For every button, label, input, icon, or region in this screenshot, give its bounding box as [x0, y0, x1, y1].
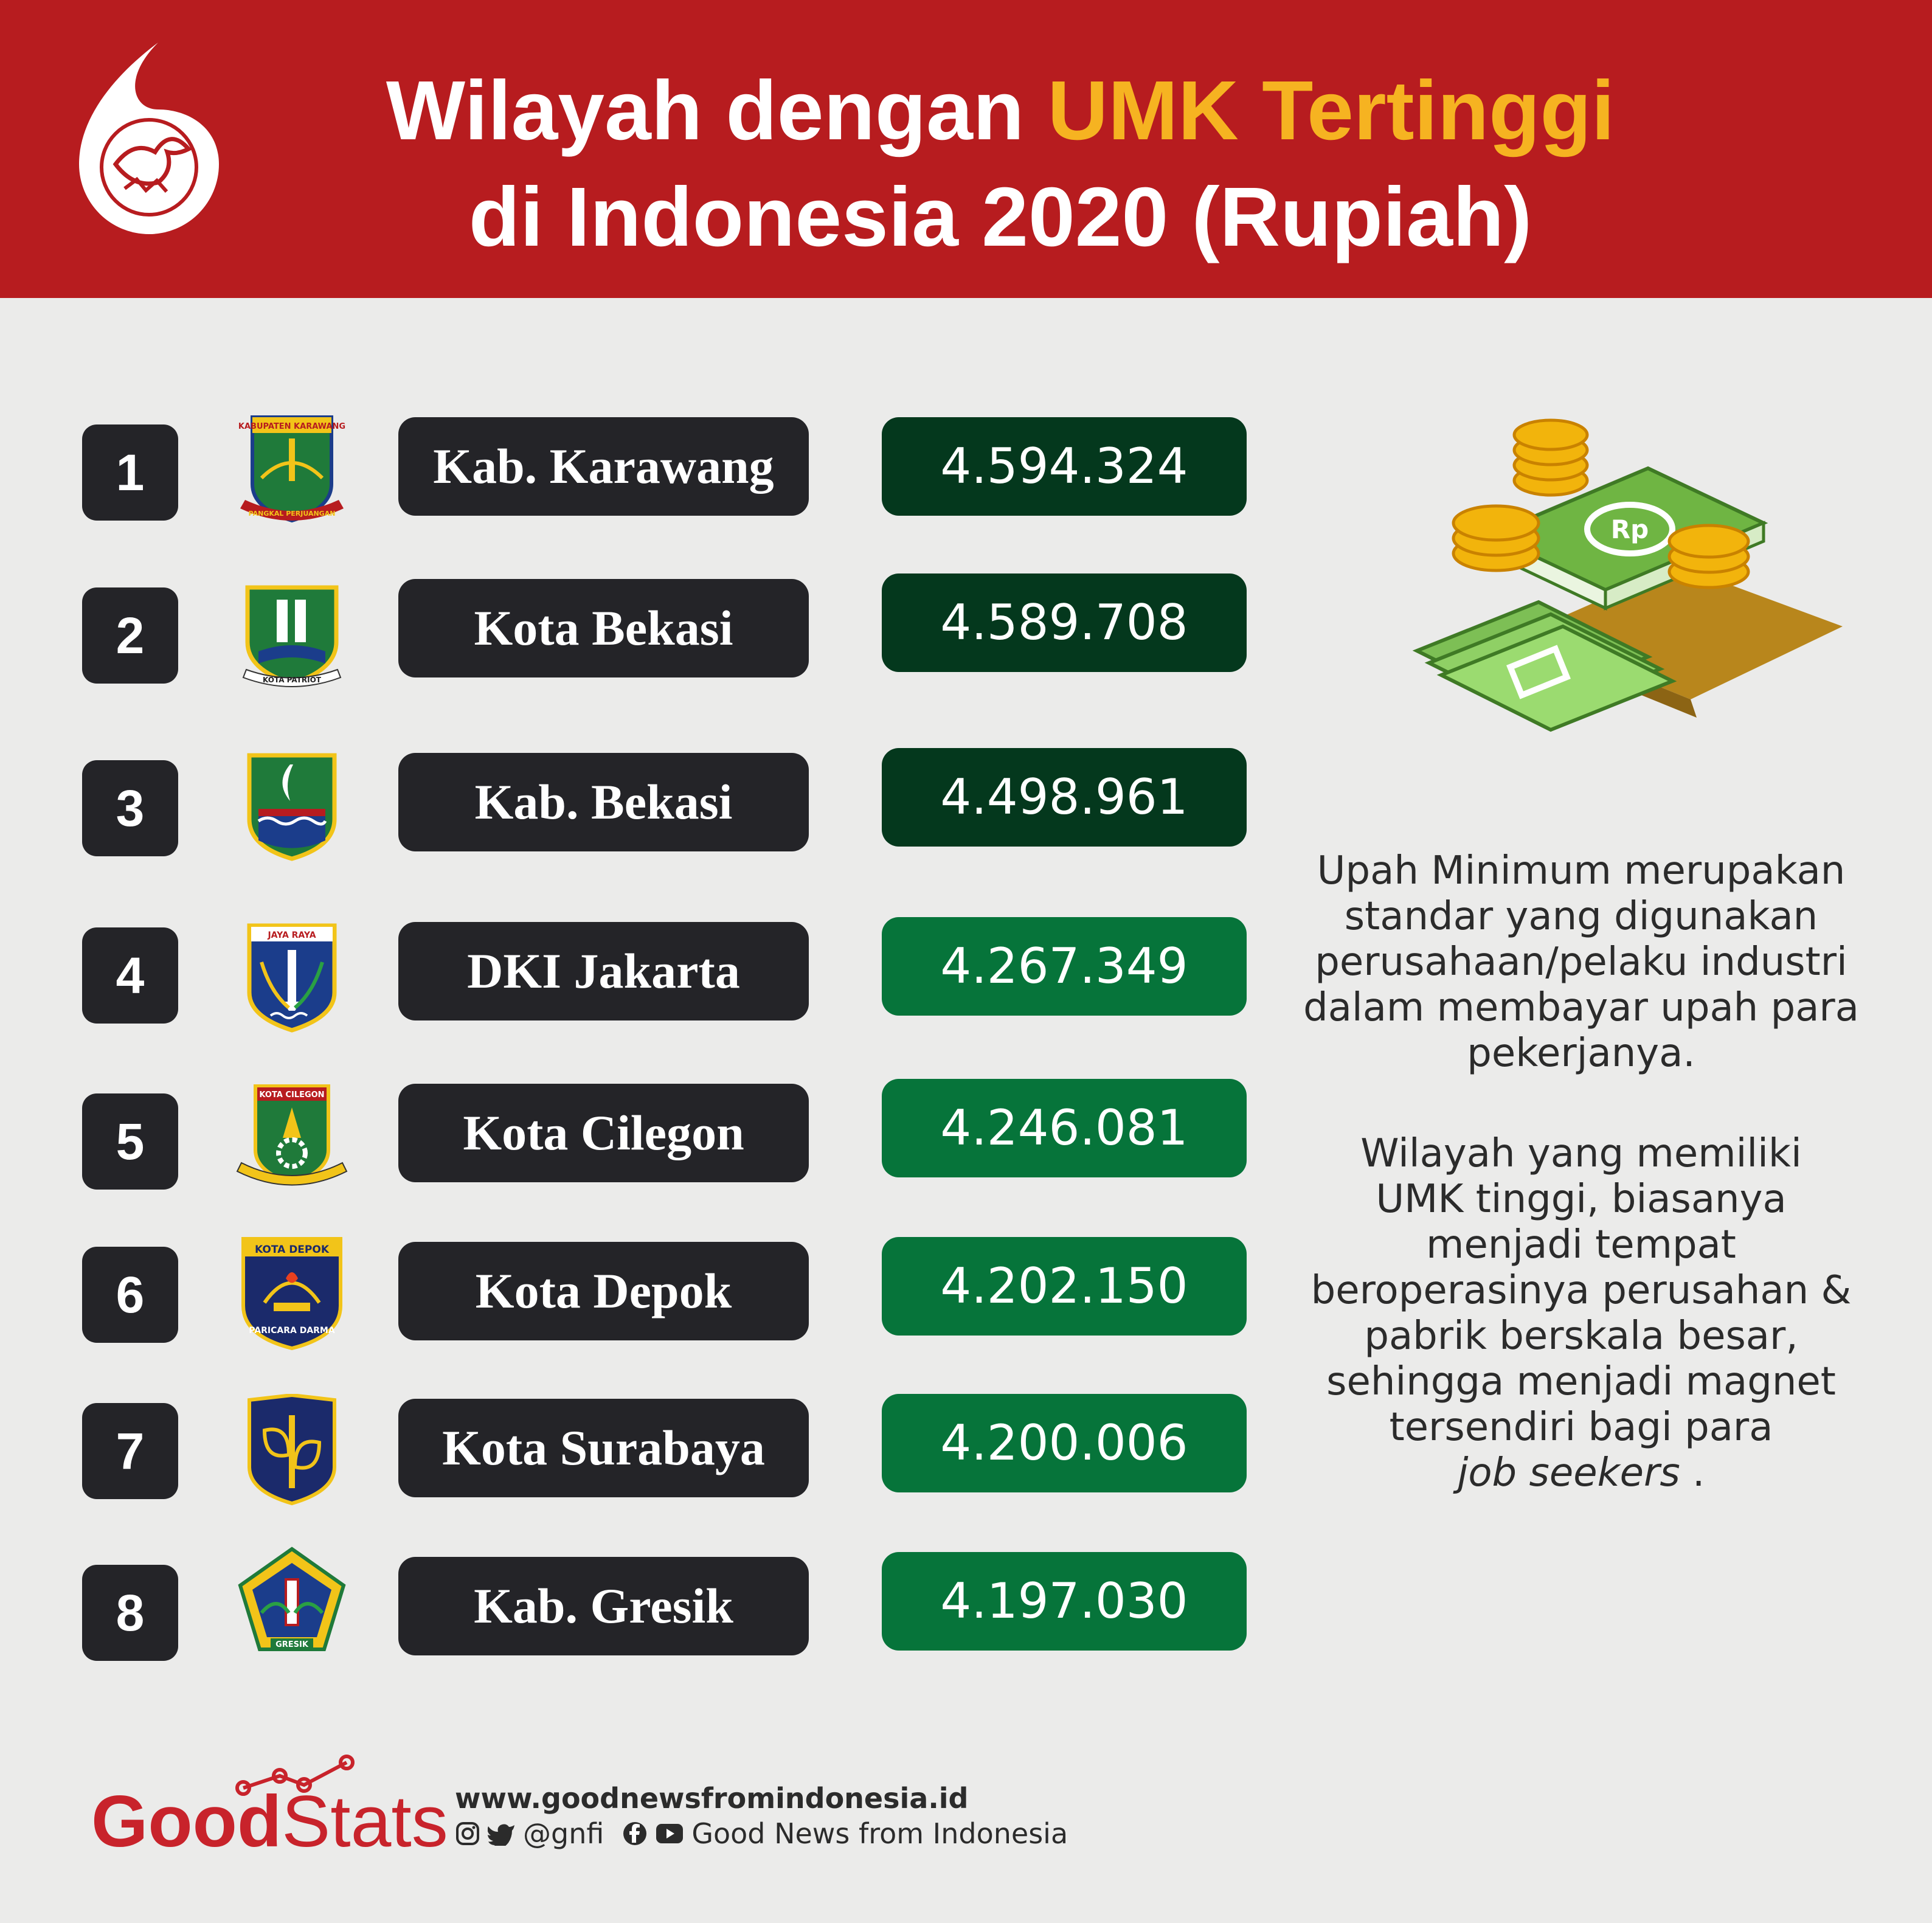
- website-url: www.goodnewsfromindonesia.id: [455, 1782, 969, 1815]
- rank-badge: 7: [82, 1403, 178, 1499]
- emblem-cilegon-top: KOTA CILEGON: [259, 1090, 324, 1100]
- description-paragraph-2: Wilayah yang memiliki UMK tinggi, biasan…: [1311, 1131, 1852, 1495]
- value-bar: 4.246.081: [882, 1079, 1247, 1177]
- emblem-bekasi-bottom: KOTA PATRIOT: [263, 676, 322, 684]
- region-label: Kota Depok: [398, 1242, 809, 1340]
- emblem-karawang-bottom: PANGKAL PERJUANGAN: [249, 510, 336, 518]
- value-bar: 4.589.708: [882, 573, 1247, 672]
- instagram-icon: [456, 1822, 479, 1845]
- rank-badge: 6: [82, 1247, 178, 1343]
- region-label: Kota Bekasi: [398, 579, 809, 677]
- money-label: Rp: [1611, 515, 1649, 544]
- goodstats-chart-icon: [235, 1755, 355, 1796]
- surabaya-emblem-icon: [248, 1394, 336, 1506]
- social-row: @gnfi Good News from Indonesia: [455, 1817, 1068, 1850]
- region-label: DKI Jakarta: [398, 922, 809, 1020]
- rank-badge: 4: [82, 927, 178, 1024]
- rank-badge: 2: [82, 587, 178, 684]
- emblem-depok-top: KOTA DEPOK: [255, 1244, 330, 1256]
- region-label: Kab. Karawang: [398, 417, 809, 516]
- value-bar: 4.197.030: [882, 1552, 1247, 1651]
- kota-bekasi-emblem-icon: KOTA PATRIOT: [242, 585, 342, 687]
- karawang-emblem-icon: KABUPATEN KARAWANG PANGKAL PERJUANGAN: [238, 415, 345, 523]
- value-bar: 4.202.150: [882, 1237, 1247, 1336]
- value-bar: 4.200.006: [882, 1394, 1247, 1492]
- rank-badge: 3: [82, 760, 178, 856]
- twitter-icon: [488, 1824, 514, 1846]
- region-label: Kota Surabaya: [398, 1399, 809, 1497]
- gresik-emblem-icon: GRESIK: [238, 1547, 346, 1651]
- goodstats-logo: GoodStats: [91, 1781, 448, 1862]
- rank-badge: 5: [82, 1093, 178, 1190]
- header-banner: Wilayah dengan UMK Tertinggi di Indonesi…: [0, 0, 1932, 298]
- depok-emblem-icon: KOTA DEPOK PARICARA DARMA: [241, 1237, 342, 1351]
- page-title: Wilayah dengan UMK Tertinggi di Indonesi…: [386, 64, 1615, 264]
- emblem-karawang-top: KABUPATEN KARAWANG: [238, 422, 345, 431]
- gnfi-logo-icon: [79, 43, 219, 234]
- cilegon-emblem-icon: KOTA CILEGON: [236, 1084, 348, 1186]
- social-handle: @gnfi: [523, 1817, 604, 1850]
- description-paragraph-1: Upah Minimum merupakan standar yang digu…: [1303, 848, 1859, 1076]
- emblem-gresik-bottom: GRESIK: [275, 1640, 309, 1649]
- youtube-icon: [656, 1824, 684, 1843]
- jakarta-emblem-icon: JAYA RAYA: [247, 923, 337, 1033]
- kab-bekasi-emblem-icon: [247, 753, 337, 861]
- money-illustration-icon: Rp: [1412, 418, 1843, 732]
- region-label: Kab. Bekasi: [398, 753, 809, 851]
- emblem-depok-bottom: PARICARA DARMA: [249, 1326, 335, 1336]
- rank-badge: 1: [82, 424, 178, 521]
- value-bar: 4.267.349: [882, 917, 1247, 1016]
- emblem-jakarta-top: JAYA RAYA: [267, 930, 316, 940]
- social-name: Good News from Indonesia: [691, 1817, 1068, 1850]
- rank-badge: 8: [82, 1565, 178, 1661]
- region-label: Kab. Gresik: [398, 1557, 809, 1655]
- facebook-icon: [623, 1822, 647, 1845]
- value-bar: 4.594.324: [882, 417, 1247, 516]
- value-bar: 4.498.961: [882, 748, 1247, 847]
- region-label: Kota Cilegon: [398, 1084, 809, 1182]
